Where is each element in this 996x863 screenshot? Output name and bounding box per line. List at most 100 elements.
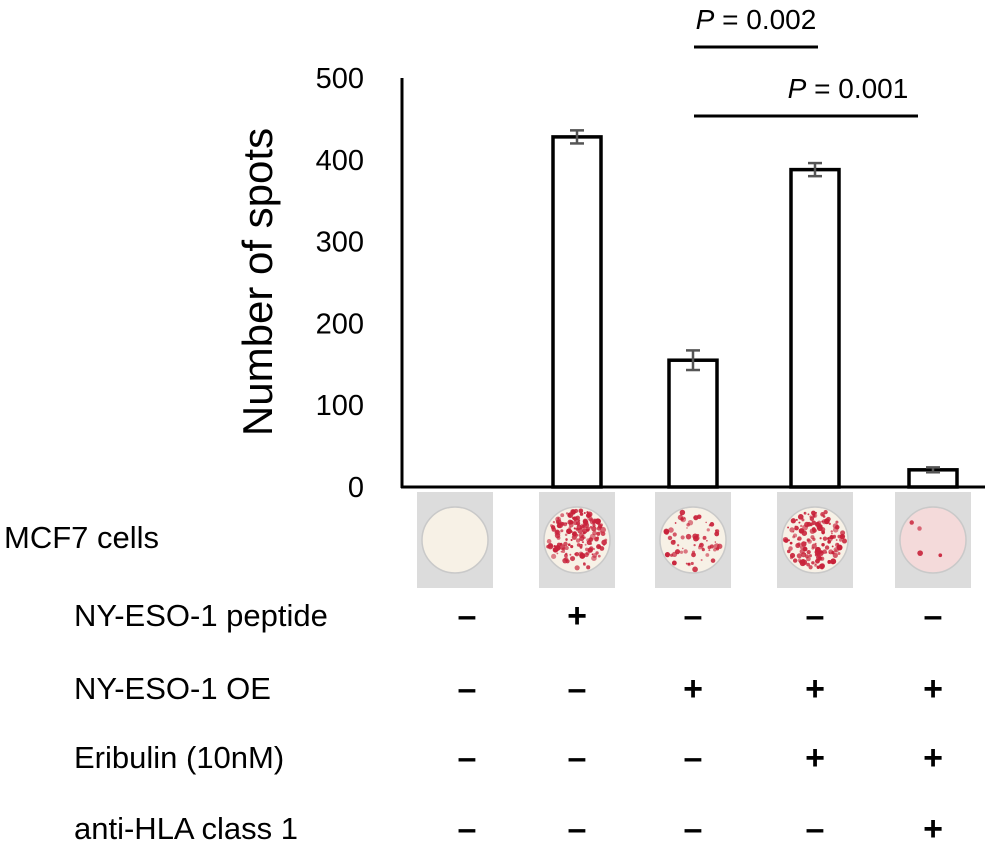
- well-spot: [824, 545, 830, 550]
- well-spot: [687, 562, 691, 566]
- well-spot: [566, 528, 572, 535]
- well-spot: [821, 518, 828, 525]
- well-spot: [668, 527, 674, 533]
- well-spot: [674, 522, 677, 524]
- well-spot: [573, 508, 579, 514]
- well-spot: [589, 525, 593, 529]
- well-spot: [797, 514, 804, 520]
- minus-mark: –: [458, 597, 477, 635]
- well-spot: [809, 515, 813, 519]
- plus-mark: +: [567, 597, 587, 635]
- y-tick-label: 100: [316, 390, 364, 422]
- well-spot: [671, 551, 678, 558]
- well-spot: [694, 535, 700, 541]
- well-spot: [565, 512, 569, 515]
- p-symbol: P: [788, 73, 807, 104]
- well-spot: [803, 511, 807, 515]
- well-spot: [705, 521, 707, 524]
- well-spot: [808, 565, 813, 570]
- y-tick-label: 200: [316, 308, 364, 340]
- well-spot: [597, 554, 601, 558]
- well-spot: [685, 562, 688, 565]
- well-spot: [696, 533, 700, 537]
- well-spot: [596, 531, 601, 536]
- well: [421, 506, 489, 574]
- well-spot: [806, 521, 812, 527]
- well-spot: [677, 544, 680, 547]
- p-symbol: P: [696, 4, 715, 35]
- well-spot: [570, 545, 574, 549]
- well-spot: [690, 561, 694, 566]
- well-spot: [692, 566, 698, 573]
- well-spot: [795, 518, 798, 521]
- well-spot: [560, 529, 564, 533]
- y-axis-label: Number of spots: [234, 128, 281, 436]
- well-spot: [838, 538, 843, 542]
- plus-mark: +: [923, 739, 943, 777]
- well-spot: [828, 522, 831, 526]
- well-spot: [796, 553, 802, 559]
- well-spot: [700, 543, 703, 546]
- well-spot: [814, 549, 821, 556]
- well-spot: [575, 521, 581, 526]
- well-spot: [563, 522, 568, 527]
- well-spot: [671, 560, 677, 566]
- well-spot: [691, 550, 696, 554]
- y-tick-label: 500: [316, 63, 364, 95]
- well-spot: [587, 515, 593, 521]
- well-spot: [579, 552, 584, 556]
- well-row-label: MCF7 cells: [4, 520, 159, 555]
- well-spot: [552, 547, 559, 553]
- plus-mark: +: [683, 670, 703, 708]
- well-spot: [576, 524, 582, 530]
- well-spot: [559, 521, 564, 526]
- well-spot: [546, 544, 550, 549]
- well-spot: [838, 547, 842, 550]
- well-spot: [564, 545, 569, 551]
- well-spot: [714, 541, 717, 543]
- well-spot: [705, 553, 710, 557]
- well-spot: [685, 533, 692, 540]
- well-spot: [680, 535, 685, 540]
- well-spot: [797, 536, 802, 541]
- minus-mark: –: [568, 810, 587, 848]
- well-spot: [556, 536, 561, 540]
- y-tick-label: 0: [348, 472, 364, 504]
- well-spot: [706, 528, 710, 532]
- well-spot: [579, 512, 584, 516]
- well-spot: [834, 549, 838, 553]
- well-spot: [686, 527, 688, 529]
- y-tick-label: 400: [316, 145, 364, 177]
- well-spot: [679, 509, 686, 516]
- well-spot: [578, 532, 584, 538]
- well-spot: [817, 556, 823, 561]
- well-spot: [831, 545, 834, 548]
- well-spot: [583, 511, 586, 515]
- well-spot: [787, 526, 790, 529]
- minus-mark: –: [684, 597, 703, 635]
- well-spot: [841, 538, 848, 544]
- well-spot: [592, 553, 598, 558]
- well-spot: [589, 533, 596, 540]
- well-spot: [574, 552, 580, 557]
- well-spot: [790, 518, 796, 524]
- well-spot: [917, 550, 923, 556]
- well-spot: [789, 556, 794, 560]
- minus-mark: –: [458, 670, 477, 708]
- well-spot: [789, 541, 793, 545]
- well-spot: [561, 549, 566, 554]
- well-spot: [596, 544, 602, 550]
- p-value: = 0.001: [806, 73, 908, 104]
- well-spot: [917, 526, 922, 531]
- bar: [667, 358, 719, 489]
- well-spot: [673, 539, 676, 543]
- well-spot: [691, 552, 696, 558]
- well-spot: [560, 513, 565, 518]
- well-spot: [807, 513, 810, 516]
- well-spot: [832, 527, 839, 533]
- well-spot: [822, 549, 827, 554]
- well-spot: [813, 513, 816, 516]
- well-spot: [568, 522, 574, 528]
- well-spot: [601, 539, 607, 546]
